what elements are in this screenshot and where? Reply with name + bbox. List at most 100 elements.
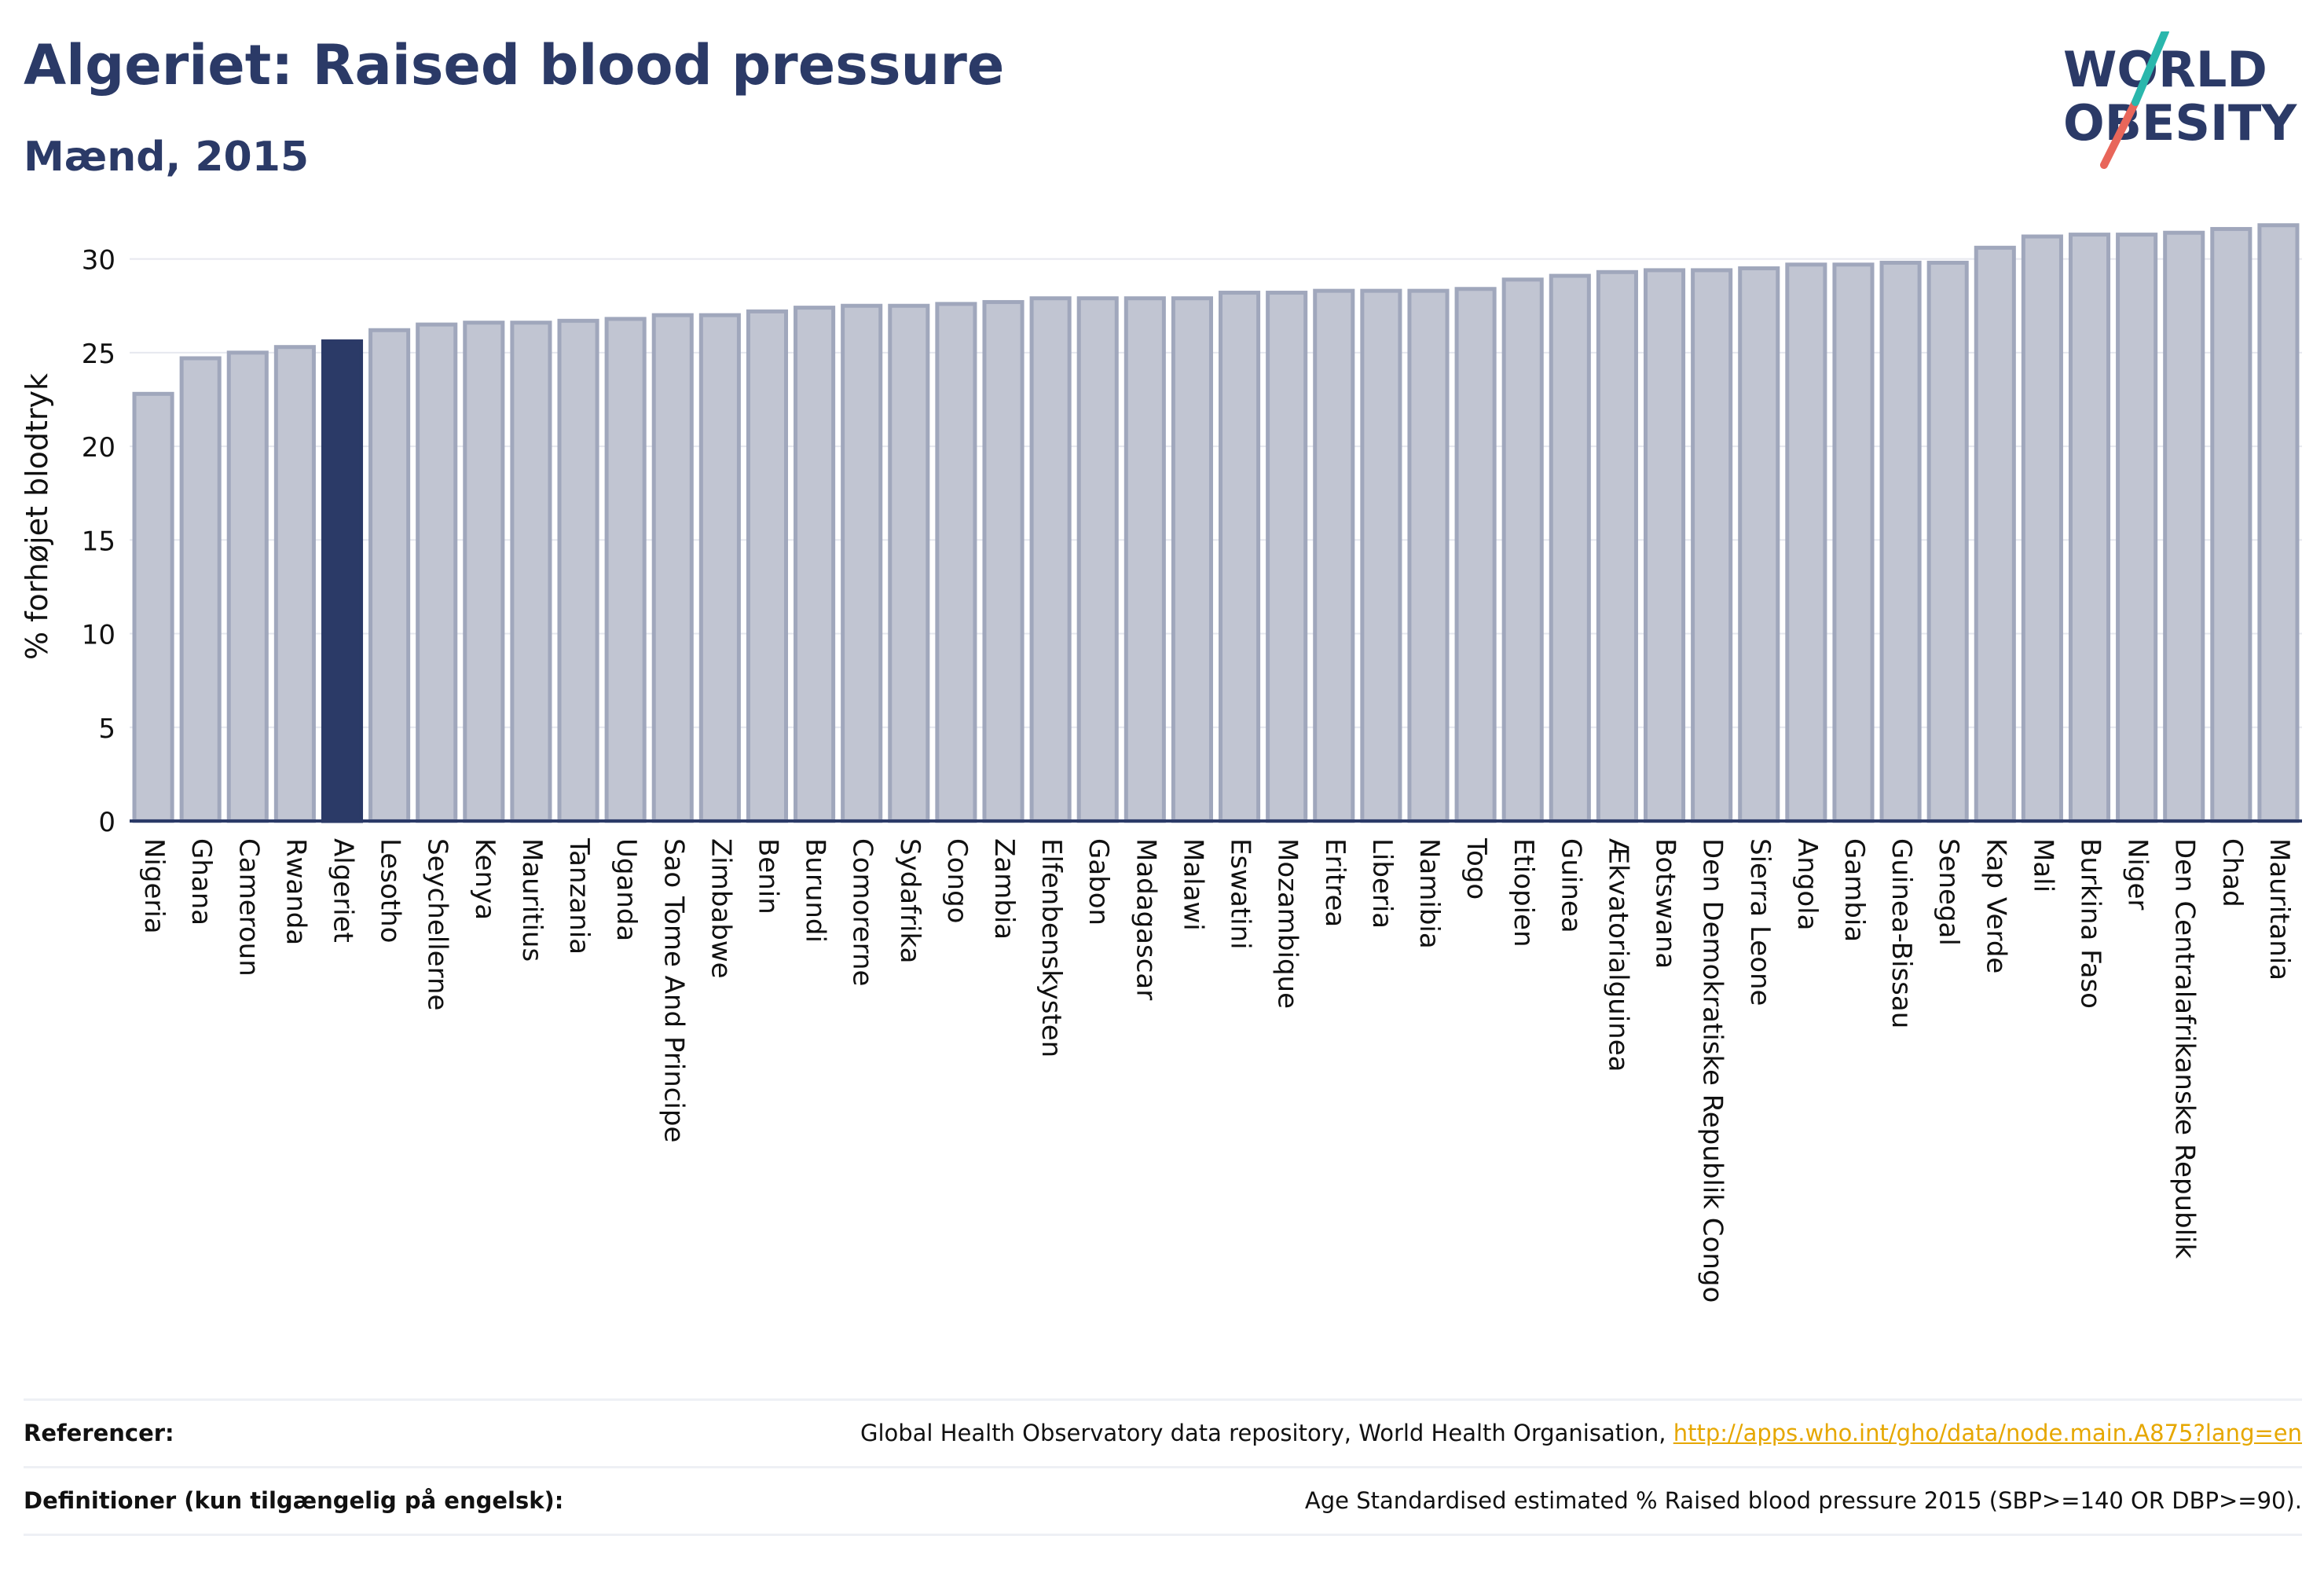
x-tick-label: Kenya bbox=[469, 838, 500, 920]
bar-chad bbox=[2210, 226, 2253, 823]
bar-kenya bbox=[463, 321, 505, 823]
x-tick-label: Kap Verde bbox=[1980, 838, 2011, 973]
references-text: Global Health Observatory data repositor… bbox=[860, 1420, 1673, 1446]
x-tick-label: Lesotho bbox=[375, 838, 406, 943]
chart-subtitle: Mænd, 2015 bbox=[24, 134, 310, 181]
bar-kap-verde bbox=[1974, 245, 2016, 823]
bar-malawi bbox=[1171, 296, 1213, 823]
bar-congo bbox=[935, 302, 977, 823]
x-tick-label: Eritrea bbox=[1319, 838, 1351, 927]
logo-line1: WORLD bbox=[2063, 41, 2267, 98]
x-tick-label: Burundi bbox=[800, 838, 831, 943]
bar-liberia bbox=[1360, 288, 1402, 823]
bar-gambia bbox=[1832, 262, 1875, 823]
bar-sierra-leone bbox=[1738, 266, 1780, 823]
x-tick-label: Guinea bbox=[1555, 838, 1586, 933]
x-tick-label: Tanzania bbox=[563, 837, 595, 955]
x-tick-label: Malawi bbox=[1177, 838, 1208, 931]
bar-etiopien bbox=[1501, 277, 1544, 823]
bar-togo bbox=[1454, 287, 1497, 823]
footer-divider bbox=[24, 1466, 2302, 1468]
x-tick-label: Zambia bbox=[988, 838, 1020, 940]
bar-sao-tome-and-principe bbox=[651, 313, 694, 823]
x-tick-label: Madagascar bbox=[1130, 838, 1161, 1000]
x-tick-label: Ghana bbox=[185, 838, 217, 925]
bar-niger bbox=[2116, 233, 2158, 823]
bar-nigeria bbox=[132, 391, 174, 823]
x-tick-label: Gambia bbox=[1838, 838, 1870, 942]
y-tick-label: 15 bbox=[82, 526, 115, 557]
bars bbox=[130, 223, 2302, 823]
x-tick-label: Liberia bbox=[1366, 838, 1398, 929]
bar-zambia bbox=[982, 299, 1025, 823]
bar-eswatini bbox=[1219, 291, 1261, 823]
bar-burundi bbox=[794, 306, 836, 823]
references-row: Referencer: Global Health Observatory da… bbox=[24, 1402, 2302, 1464]
references-value: Global Health Observatory data repositor… bbox=[860, 1420, 2302, 1446]
x-tick-label: Niger bbox=[2122, 838, 2154, 910]
bar-den-demokratiske-republik-congo bbox=[1691, 268, 1733, 823]
x-tick-label: Mozambique bbox=[1272, 838, 1303, 1009]
x-tick-label: Benin bbox=[752, 838, 783, 914]
x-tick-label: Ækvatorialguinea bbox=[1602, 838, 1633, 1072]
bar-mozambique bbox=[1266, 291, 1308, 823]
bar-uganda bbox=[604, 317, 647, 823]
x-tick-label: Zimbabwe bbox=[705, 838, 736, 979]
footer-divider bbox=[24, 1398, 2302, 1401]
bar-ghana bbox=[179, 356, 222, 823]
x-tick-label: Guinea-Bissau bbox=[1886, 838, 1917, 1028]
x-tick-label: Angola bbox=[1791, 838, 1823, 930]
bar-den-centralafrikanske-republik bbox=[2163, 230, 2205, 823]
bar-guinea-bissau bbox=[1879, 260, 1922, 823]
bar-namibia bbox=[1407, 288, 1450, 823]
y-tick-label: 25 bbox=[82, 339, 115, 370]
definitions-row: Definitioner (kun tilgængelig på engelsk… bbox=[24, 1469, 2302, 1532]
x-tick-label: Den Demokratiske Republik Congo bbox=[1697, 838, 1728, 1303]
x-tick-label: Botswana bbox=[1650, 838, 1681, 969]
bar-elfenbenskysten bbox=[1029, 296, 1072, 823]
x-tick-label: Algeriet bbox=[327, 838, 358, 943]
y-tick-label: 30 bbox=[82, 245, 115, 277]
y-axis-ticks: 0 5 10 15 20 25 30 bbox=[82, 245, 115, 838]
bar-burkina-faso bbox=[2068, 233, 2111, 823]
references-label: Referencer: bbox=[24, 1420, 174, 1446]
x-tick-label: Uganda bbox=[610, 838, 642, 941]
bar-mauritania bbox=[2257, 223, 2300, 823]
chart-title: Algeriet: Raised blood pressure bbox=[24, 33, 1005, 97]
x-tick-label: Togo bbox=[1461, 837, 1492, 900]
x-tick-label: Namibia bbox=[1413, 838, 1445, 949]
x-tick-label: Seychellerne bbox=[422, 838, 453, 1010]
y-tick-label: 0 bbox=[98, 807, 115, 838]
bar-mali bbox=[2021, 234, 2063, 823]
x-tick-label: Den Centralafrikanske Republik bbox=[2169, 838, 2201, 1259]
bar-angola bbox=[1785, 262, 1827, 823]
x-tick-label: Senegal bbox=[1933, 838, 1964, 946]
world-obesity-logo: WORLD OBESITY bbox=[2063, 31, 2297, 169]
bar-gabon bbox=[1076, 296, 1119, 823]
x-tick-label: Gabon bbox=[1083, 838, 1114, 925]
y-tick-label: 5 bbox=[98, 713, 115, 745]
y-axis-label: % forhøjet blodtryk bbox=[20, 373, 54, 660]
x-tick-label: Mauritius bbox=[516, 838, 548, 962]
x-tick-label: Rwanda bbox=[280, 838, 311, 945]
y-tick-label: 10 bbox=[82, 620, 115, 651]
bar-benin bbox=[746, 309, 789, 823]
x-tick-label: Burkina Faso bbox=[2075, 838, 2106, 1009]
bar-mauritius bbox=[510, 321, 552, 823]
x-tick-label: Sao Tome And Principe bbox=[658, 838, 689, 1142]
x-tick-label: Congo bbox=[941, 838, 973, 923]
bar-sydafrika bbox=[888, 303, 930, 823]
bar-botswana bbox=[1643, 268, 1686, 823]
x-tick-label: Mali bbox=[2027, 838, 2058, 892]
bar-seychellerne bbox=[416, 322, 458, 823]
bar-senegal bbox=[1926, 260, 1969, 823]
bar-chart: 0 5 10 15 20 25 30 Nigeria Ghana Cameroun Rwanda A… bbox=[20, 223, 2302, 1303]
bar-madagascar bbox=[1124, 296, 1166, 823]
x-tick-label: Chad bbox=[2216, 838, 2248, 907]
bar-cameroun bbox=[226, 350, 269, 823]
y-tick-label: 20 bbox=[82, 432, 115, 464]
bar-algeriet bbox=[321, 339, 364, 823]
references-link[interactable]: http://apps.who.int/gho/data/node.main.A… bbox=[1673, 1420, 2302, 1446]
x-tick-label: Cameroun bbox=[233, 838, 264, 977]
definitions-text: Age Standardised estimated % Raised bloo… bbox=[1304, 1487, 2302, 1514]
